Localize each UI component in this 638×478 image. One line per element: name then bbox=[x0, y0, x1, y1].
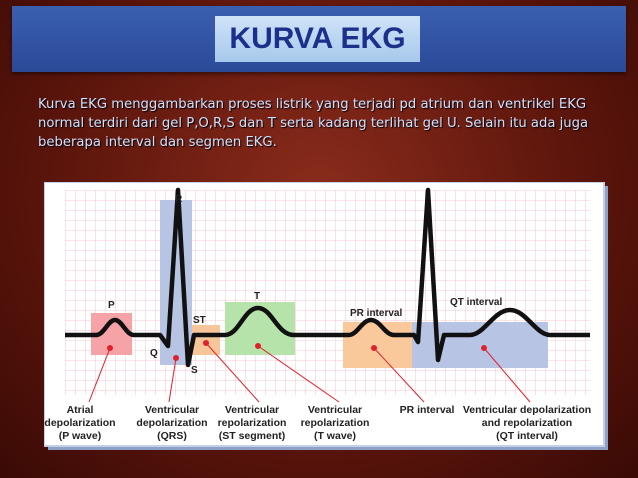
pointer bbox=[373, 347, 425, 403]
wave-label: ST bbox=[193, 315, 206, 326]
pointer-dot bbox=[203, 340, 209, 346]
caption-line: and repolarization bbox=[482, 417, 572, 429]
caption-line: depolarization bbox=[136, 417, 207, 429]
pointer bbox=[257, 345, 340, 403]
wave-label: T bbox=[254, 291, 260, 302]
pointer-dot bbox=[481, 345, 487, 351]
ekg-trace bbox=[65, 187, 590, 368]
caption: Ventricular repolarization (ST segment) bbox=[218, 404, 287, 442]
caption-line: repolarization bbox=[301, 417, 370, 429]
caption: Ventricular depolarization (QRS) bbox=[136, 404, 207, 442]
wave-label: Q bbox=[150, 348, 158, 359]
caption-line: Ventricular depolarization bbox=[463, 404, 591, 416]
caption: PR interval bbox=[400, 404, 455, 416]
caption-line: Ventricular bbox=[308, 404, 362, 416]
pointer-dot bbox=[173, 355, 179, 361]
caption-line: (P wave) bbox=[59, 430, 101, 442]
caption-line: PR interval bbox=[400, 404, 455, 416]
pr-box bbox=[343, 322, 412, 368]
pointer-dot bbox=[371, 345, 377, 351]
pointer bbox=[168, 357, 177, 403]
caption-line: repolarization bbox=[218, 417, 287, 429]
caption-line: Ventricular bbox=[225, 404, 279, 416]
caption: Ventricular depolarization and repolariza… bbox=[463, 404, 591, 442]
caption-line: (QRS) bbox=[157, 430, 187, 442]
intro-text: Kurva EKG menggambarkan proses listrik y… bbox=[38, 97, 589, 150]
caption-line: depolarization bbox=[44, 417, 115, 429]
pointer bbox=[205, 342, 260, 403]
title-box: KURVA EKG bbox=[215, 16, 420, 62]
caption-line: (QT interval) bbox=[496, 430, 558, 442]
caption-line: (T wave) bbox=[314, 430, 356, 442]
pointer-dot bbox=[107, 345, 113, 351]
caption-line: Ventricular bbox=[145, 404, 199, 416]
wave-label: QT interval bbox=[450, 297, 502, 308]
pointer bbox=[88, 347, 111, 403]
captions: Atrial depolarization (P wave)Ventricular d… bbox=[44, 404, 591, 442]
caption-line: (ST segment) bbox=[219, 430, 286, 442]
caption: Atrial depolarization (P wave) bbox=[44, 404, 115, 442]
caption: Ventricular repolarization (T wave) bbox=[301, 404, 370, 442]
pointer bbox=[483, 347, 531, 403]
wave-label: P bbox=[108, 300, 115, 311]
caption-line: Atrial bbox=[67, 404, 94, 416]
title-bar: KURVA EKG bbox=[12, 6, 626, 72]
wave-label: PR interval bbox=[350, 308, 402, 319]
slide-title: KURVA EKG bbox=[229, 22, 406, 55]
ekg-diagram: P Q R S ST T PR interval QT interval Atr… bbox=[44, 182, 608, 450]
wave-label: R bbox=[175, 194, 183, 205]
pointer-dot bbox=[255, 343, 261, 349]
wave-label: S bbox=[191, 365, 198, 376]
